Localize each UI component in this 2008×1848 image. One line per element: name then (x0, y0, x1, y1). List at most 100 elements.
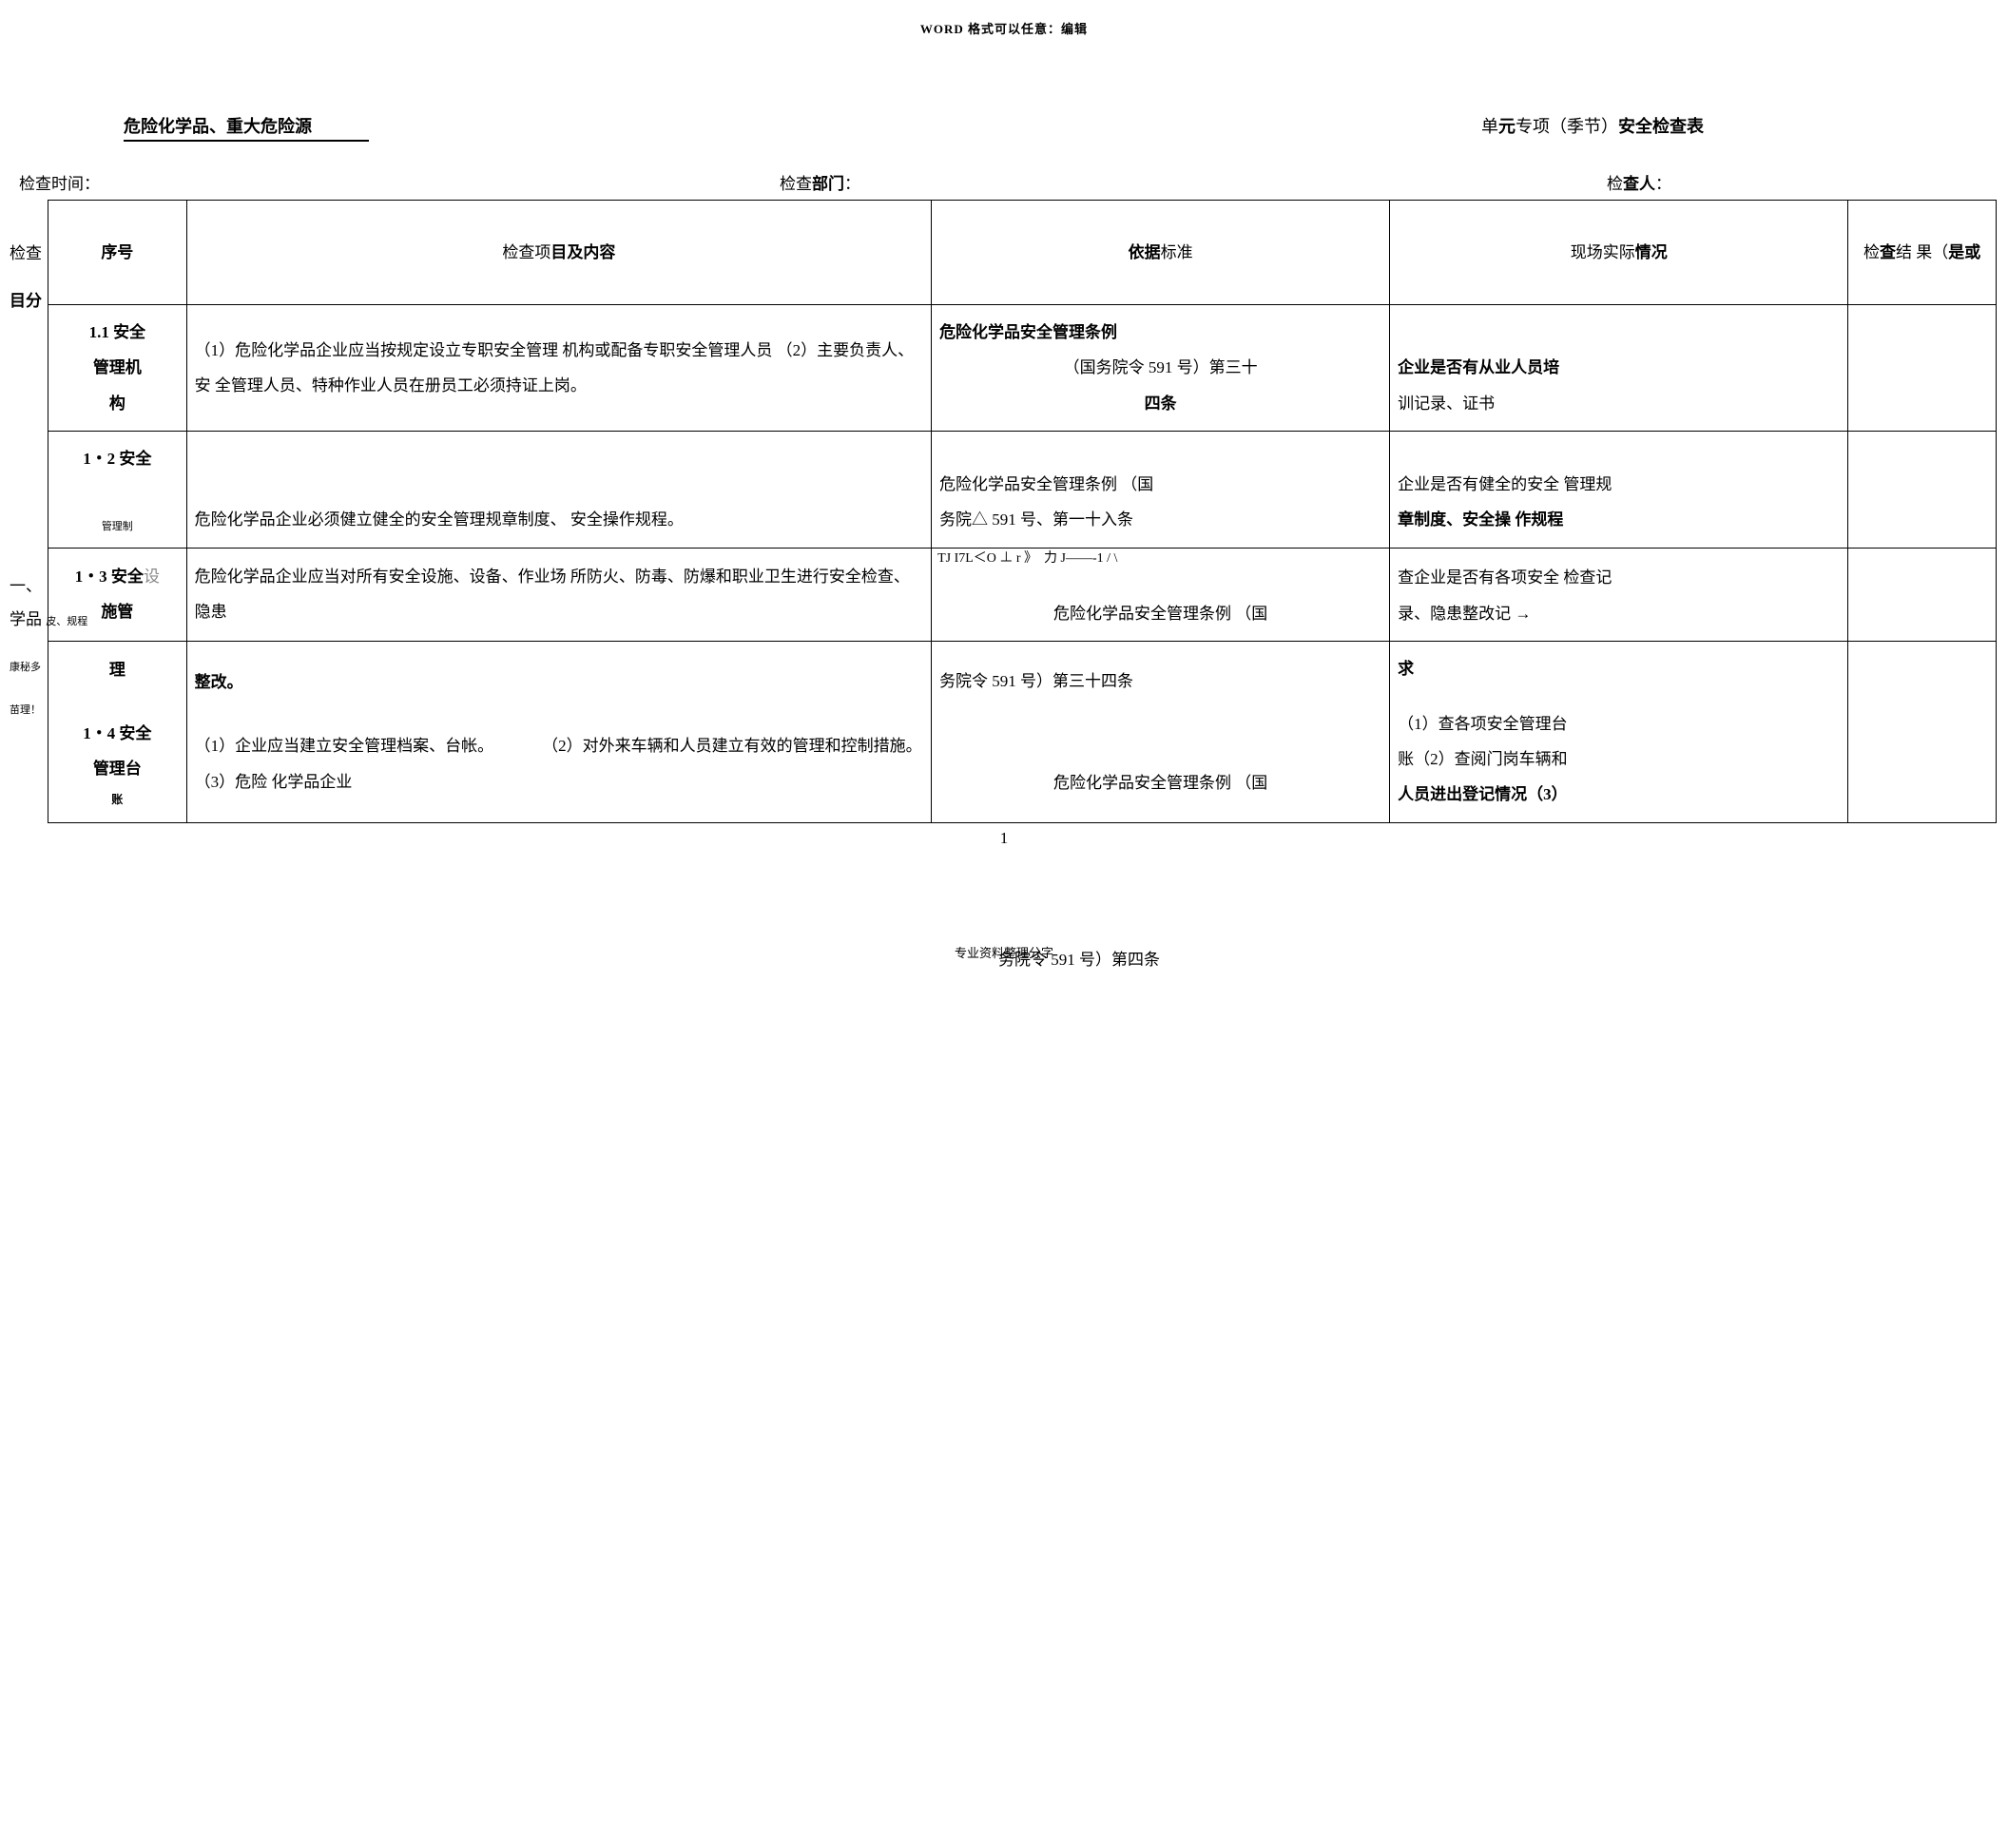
stray-t4-pre: 学品 (10, 610, 42, 628)
stray-t2: 目分 (10, 290, 42, 313)
cell-result (1848, 305, 1997, 432)
seq-l2: 管理制 (56, 515, 179, 538)
cell-actual: 求 （1）查各项安全管理台 账（2）查阅门岗车辆和 人员进出登记情况（3） (1390, 642, 1848, 823)
title-right-b1: 元 (1498, 117, 1516, 136)
actual-l2: 录、隐患整改记 → (1398, 596, 1840, 631)
meta-dept-pre: 检查 (780, 170, 812, 194)
stray-t3: 一、 (10, 575, 42, 598)
basis-l1: 危险化学品安全管理条例 (939, 315, 1381, 350)
page-wrap: 检查 目分 一、 学品 皮、规程 康秘多 苗理！ 序号 检查项目及内容 依据标准… (48, 200, 1998, 823)
content-text: 危险化学品企业必须健立健全的安全管理规章制度、 安全操作规程。 (195, 510, 684, 529)
th-seq: 序号 (48, 201, 187, 305)
stray-t4: 学品 皮、规程 (10, 608, 87, 631)
basis-l0: TJ I7L＜O ⊥ r 》 力 J——-1 / \ (937, 545, 1117, 574)
th-seq-text: 序号 (101, 243, 133, 261)
meta-person: 检查人： (1607, 170, 1671, 194)
title-left: 危险化学品、重大危险源 (124, 113, 369, 142)
title-right-pre: 单 (1481, 117, 1498, 136)
actual-l1: 求 (1398, 651, 1840, 686)
cell-actual: 企业是否有健全的安全 管理规 章制度、安全操 作规程 (1390, 432, 1848, 549)
cell-content: 危险化学品企业必须健立健全的安全管理规章制度、 安全操作规程。 (186, 432, 931, 549)
actual-l2: （1）查各项安全管理台 (1398, 706, 1840, 741)
actual-l1: 查企业是否有各项安全 检查记 (1398, 560, 1840, 595)
seq-l3: 管理台 (56, 751, 179, 786)
actual-l2: 章制度、安全操 作规程 (1398, 502, 1840, 537)
seq-l3: 构 (56, 386, 179, 421)
th-content: 检查项目及内容 (186, 201, 931, 305)
table-row: 理 1・4 安全 管理台 账 整改。 （1）企业应当建立安全管理档案、台帐。 （… (48, 642, 1997, 823)
meta-person-post: ： (1655, 170, 1671, 194)
cell-content: （1）危险化学品企业应当按规定设立专职安全管理 机构或配备专职安全管理人员 （2… (186, 305, 931, 432)
basis-l3: 四条 (939, 386, 1381, 421)
table-row: 1・3 安全设 施管 危险化学品企业应当对所有安全设施、设备、作业场 所防火、防… (48, 548, 1997, 641)
basis-l1: 务院令 591 号）第三十四条 (939, 664, 1381, 699)
title-right: 单元专项（季节）安全检查表 (1481, 113, 1704, 142)
th-result-mid: 结 果（ (1896, 243, 1948, 261)
meta-person-b1: 查 (1623, 170, 1639, 194)
stray-t6: 苗理！ (10, 703, 41, 718)
meta-dept-b: 部门 (812, 170, 844, 194)
actual-l1: 企业是否有从业人员培 (1398, 350, 1840, 385)
meta-row: 检查时间： 检查部门： 检查人： (19, 170, 1989, 194)
cell-content: 危险化学品企业应当对所有安全设施、设备、作业场 所防火、防毒、防爆和职业卫生进行… (186, 548, 931, 641)
top-note: WORD 格式可以任意：编辑 (10, 19, 1998, 37)
cell-basis: TJ I7L＜O ⊥ r 》 力 J——-1 / \ 危险化学品安全管理条例 （… (932, 548, 1390, 641)
cell-seq: 1.1 安全 管理机 构 (48, 305, 187, 432)
meta-person-b2: 人 (1639, 170, 1655, 194)
meta-dept: 检查部门： (780, 170, 1607, 194)
seq-l2: 管理机 (56, 350, 179, 385)
content-text: 危险化学品企业应当对所有安全设施、设备、作业场 所防火、防毒、防爆和职业卫生进行… (195, 568, 910, 621)
cell-basis: 危险化学品安全管理条例 （国 务院△ 591 号、第一十入条 (932, 432, 1390, 549)
actual-l2: 训记录、证书 (1398, 386, 1840, 421)
actual-l4: 人员进出登记情况（3） (1398, 777, 1840, 812)
th-result-pre: 检 (1863, 243, 1880, 261)
content-text: （1）危险化学品企业应当按规定设立专职安全管理 机构或配备专职安全管理人员 （2… (195, 341, 915, 395)
cell-actual: 企业是否有从业人员培 训记录、证书 (1390, 305, 1848, 432)
stray-t5: 康秘多 (10, 661, 41, 675)
th-actual: 现场实际情况 (1390, 201, 1848, 305)
table-row: 1.1 安全 管理机 构 （1）危险化学品企业应当按规定设立专职安全管理 机构或… (48, 305, 1997, 432)
page-number: 1 (10, 829, 1998, 848)
cell-result (1848, 548, 1997, 641)
basis-l1: 危险化学品安全管理条例 （国 (939, 467, 1381, 502)
cell-actual: 查企业是否有各项安全 检查记 录、隐患整改记 → (1390, 548, 1848, 641)
th-result-b1: 查 (1880, 243, 1896, 261)
seq-l1: 1・3 安全 (75, 568, 144, 586)
meta-person-pre: 检 (1607, 170, 1623, 194)
seq-l1: 1・2 安全 (56, 441, 179, 476)
seq-l4: 账 (56, 787, 179, 812)
th-basis-b: 标准 (1161, 243, 1193, 261)
th-actual-b: 情况 (1635, 243, 1668, 261)
th-actual-pre: 现场实际 (1571, 243, 1635, 261)
cell-result (1848, 642, 1997, 823)
header-row: 序号 检查项目及内容 依据标准 现场实际情况 检查结 果（是或 (48, 201, 1997, 305)
seq-l2: 1・4 安全 (56, 716, 179, 751)
cell-seq: 1・2 安全 管理制 (48, 432, 187, 549)
actual-l3: 账（2）查阅门岗车辆和 (1398, 741, 1840, 777)
seq-gray: 设 (144, 568, 160, 586)
cell-basis: 务院令 591 号）第三十四条 危险化学品安全管理条例 （国 (932, 642, 1390, 823)
meta-time: 检查时间： (19, 170, 780, 194)
actual-l1: 企业是否有健全的安全 管理规 (1398, 467, 1840, 502)
th-content-b: 目及内容 (550, 243, 615, 261)
stray-t4-sm: 皮、规程 (46, 616, 87, 627)
content-l1: 整改。 (195, 664, 923, 700)
title-right-b2: 安全检查表 (1618, 117, 1704, 136)
basis-l2: 务院△ 591 号、第一十入条 (939, 502, 1381, 537)
th-basis: 依据标准 (932, 201, 1390, 305)
basis-l1: 危险化学品安全管理条例 （国 (939, 596, 1381, 631)
title-right-mid: 专项（季节） (1516, 117, 1618, 136)
cell-content: 整改。 （1）企业应当建立安全管理档案、台帐。 （2）对外来车辆和人员建立有效的… (186, 642, 931, 823)
cell-basis: 危险化学品安全管理条例 （国务院令 591 号）第三十 四条 (932, 305, 1390, 432)
basis-l2: （国务院令 591 号）第三十 (939, 350, 1381, 385)
th-result: 检查结 果（是或 (1848, 201, 1997, 305)
seq-l1: 1.1 安全 (56, 315, 179, 350)
th-content-pre: 检查项 (502, 243, 550, 261)
meta-dept-post: ： (844, 170, 860, 194)
main-table: 序号 检查项目及内容 依据标准 现场实际情况 检查结 果（是或 1.1 安全 管… (48, 200, 1997, 823)
content-l2: （1）企业应当建立安全管理档案、台帐。 （2）对外来车辆和人员建立有效的管理和控… (195, 728, 923, 799)
cell-seq: 理 1・4 安全 管理台 账 (48, 642, 187, 823)
title-row: 危险化学品、重大危险源 单元专项（季节）安全检查表 (124, 113, 1951, 142)
basis-l2: 危险化学品安全管理条例 （国 (939, 765, 1381, 800)
seq-l1: 理 (56, 652, 179, 687)
